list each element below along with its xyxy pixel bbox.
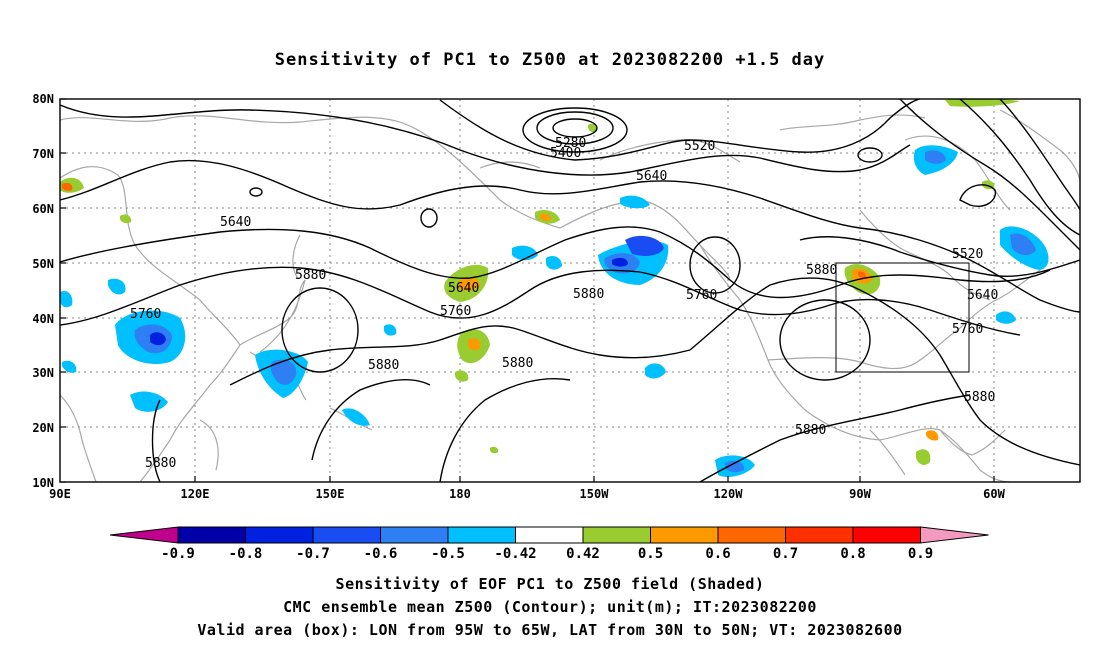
lat-tick-label: 30N bbox=[32, 366, 54, 380]
colorbar-tick-label: 0.42 bbox=[566, 546, 600, 562]
contour-label: 5880 bbox=[795, 423, 826, 438]
colorbar-tick-label: -0.6 bbox=[364, 546, 398, 562]
colorbar-over-triangle bbox=[920, 526, 989, 544]
colorbar-tick-label: 0.7 bbox=[773, 546, 798, 562]
colorbar-tick-label: 0.9 bbox=[908, 546, 933, 562]
colorbar-swatch bbox=[717, 526, 786, 544]
colorbar-tick-label: 0.5 bbox=[638, 546, 663, 562]
lat-tick-label: 50N bbox=[32, 257, 54, 271]
contour-label: 5640 bbox=[220, 215, 251, 230]
lon-tick-label: 180 bbox=[449, 487, 471, 501]
contour-label: 5640 bbox=[636, 169, 667, 184]
contour-label: 5760 bbox=[440, 304, 471, 319]
colorbar-tick-label: -0.5 bbox=[431, 546, 465, 562]
contour-label: 5880 bbox=[368, 358, 399, 373]
contour-label: 5760 bbox=[686, 288, 717, 303]
colorbar-under-triangle bbox=[109, 526, 179, 544]
contour-labels: 5280 5400 5520 5640 5640 5880 5640 5760 … bbox=[130, 136, 998, 471]
caption-line-1: Sensitivity of EOF PC1 to Z500 field (Sh… bbox=[335, 575, 765, 593]
contour-label: 5520 bbox=[952, 247, 983, 262]
colorbar-swatch bbox=[785, 526, 854, 544]
lon-tick-label: 120E bbox=[181, 487, 210, 501]
contour-label: 5400 bbox=[550, 146, 581, 161]
contour-label: 5880 bbox=[502, 356, 533, 371]
valid-area-box bbox=[835, 262, 970, 373]
longitude-labels: 90E 120E 150E 180 150W 120W 90W 60W bbox=[49, 487, 1005, 501]
caption-line-2: CMC ensemble mean Z500 (Contour); unit(m… bbox=[283, 598, 817, 616]
contour-label: 5880 bbox=[145, 456, 176, 471]
lon-tick-label: 90W bbox=[849, 487, 871, 501]
axis-ticks bbox=[60, 98, 995, 483]
colorbar-tick-label: 0.8 bbox=[840, 546, 865, 562]
lat-tick-label: 10N bbox=[32, 476, 54, 490]
colorbar-swatch bbox=[312, 526, 381, 544]
lat-tick-label: 60N bbox=[32, 202, 54, 216]
contour-label: 5280 bbox=[555, 136, 586, 151]
contour-label: 5760 bbox=[952, 322, 983, 337]
colorbar-tick-label: 0.6 bbox=[705, 546, 730, 562]
lon-tick-label: 150W bbox=[580, 487, 610, 501]
colorbar-swatch bbox=[582, 526, 651, 544]
colorbar-swatch bbox=[245, 526, 314, 544]
caption-line-3: Valid area (box): LON from 95W to 65W, L… bbox=[197, 621, 903, 639]
contour-label: 5880 bbox=[964, 390, 995, 405]
colorbar: -0.9 -0.8 -0.7 -0.6 -0.5 -0.42 0.42 0.5 0.6 0.7 0.… bbox=[109, 526, 989, 562]
lon-tick-label: 90E bbox=[49, 487, 71, 501]
contour-label: 5880 bbox=[295, 268, 326, 283]
plot-area bbox=[60, 99, 1080, 482]
colorbar-swatch bbox=[852, 526, 921, 544]
colorbar-tick-label: -0.8 bbox=[229, 546, 263, 562]
lat-tick-label: 20N bbox=[32, 421, 54, 435]
contour-label: 5640 bbox=[448, 281, 479, 296]
contour-label: 5880 bbox=[573, 287, 604, 302]
contour-label: 5880 bbox=[806, 263, 837, 278]
lon-tick-label: 120W bbox=[714, 487, 744, 501]
colorbar-swatch bbox=[515, 526, 584, 544]
lon-tick-label: 150E bbox=[316, 487, 345, 501]
colorbar-swatch bbox=[650, 526, 719, 544]
lat-tick-label: 80N bbox=[32, 92, 54, 106]
colorbar-tick-label: -0.7 bbox=[296, 546, 330, 562]
contour-label: 5520 bbox=[684, 139, 715, 154]
latitude-labels: 80N 70N 60N 50N 40N 30N 20N 10N bbox=[32, 92, 54, 490]
contour-label: 5640 bbox=[967, 288, 998, 303]
map-title: Sensitivity of PC1 to Z500 at 2023082200… bbox=[274, 50, 826, 70]
lat-lon-grid bbox=[60, 99, 1080, 482]
colorbar-swatch bbox=[447, 526, 516, 544]
plot-frame bbox=[59, 98, 1081, 483]
lat-tick-label: 40N bbox=[32, 312, 54, 326]
lat-tick-label: 70N bbox=[32, 147, 54, 161]
contour-label: 5760 bbox=[130, 307, 161, 322]
colorbar-tick-label: -0.9 bbox=[161, 546, 195, 562]
colorbar-swatch bbox=[177, 526, 246, 544]
colorbar-tick-label: -0.42 bbox=[494, 546, 536, 562]
lon-tick-label: 60W bbox=[983, 487, 1005, 501]
z500-contours bbox=[60, 99, 1080, 482]
colorbar-swatch bbox=[380, 526, 449, 544]
